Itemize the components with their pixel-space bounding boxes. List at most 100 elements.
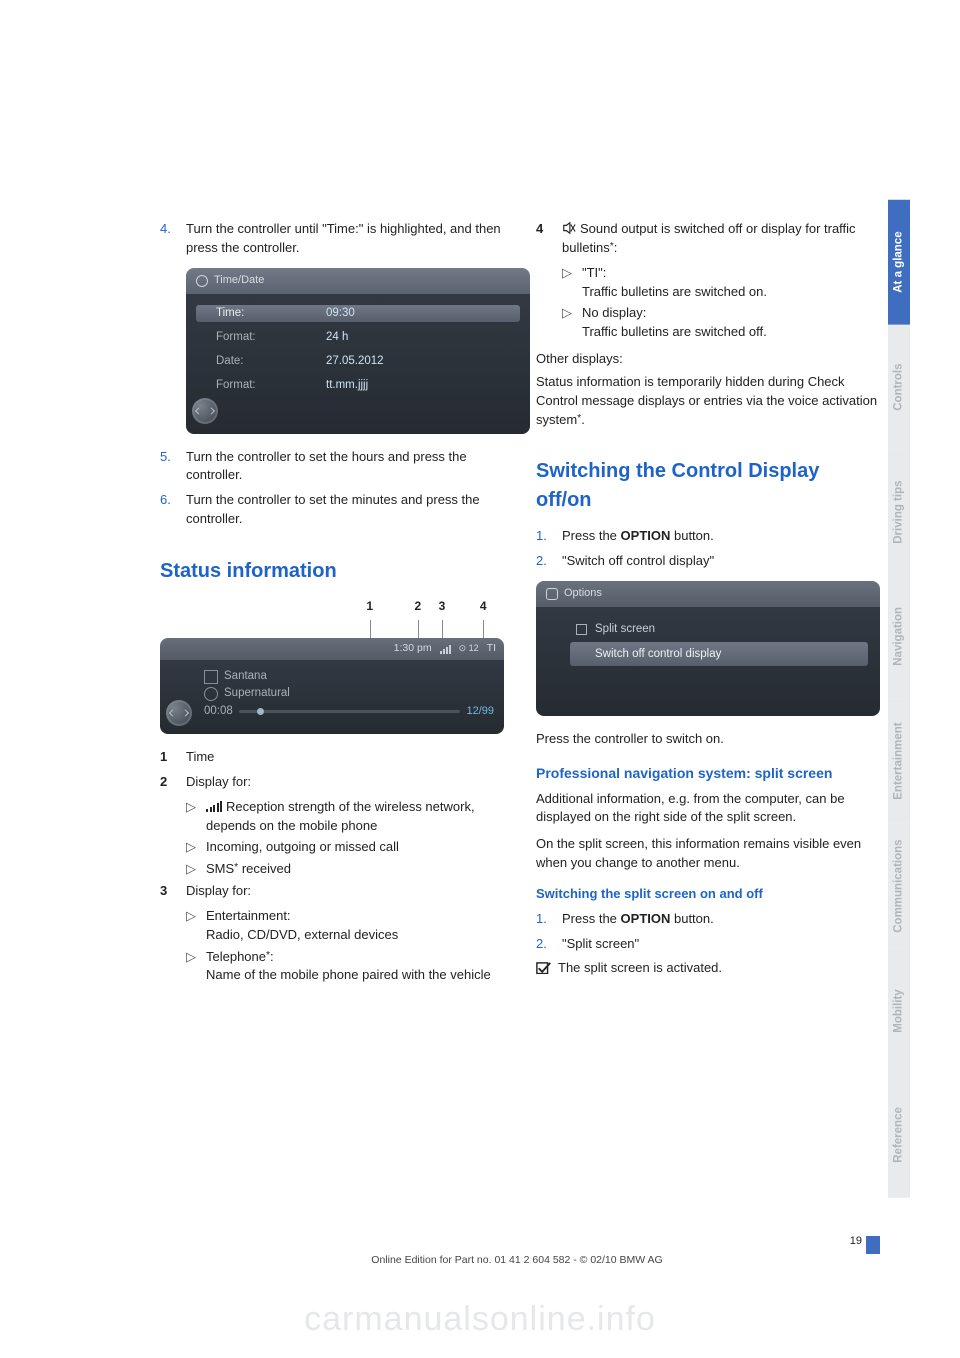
heading-prof-nav-split: Professional navigation system: split sc… <box>536 763 880 783</box>
legend-text: Time <box>186 748 504 767</box>
step-number: 2. <box>536 935 562 954</box>
callout-1: 1 <box>366 598 373 615</box>
track-count: 12/99 <box>466 704 494 720</box>
legend-num: 4 <box>536 220 562 258</box>
signal-bars-icon <box>440 645 451 654</box>
tab-communications[interactable]: Communications <box>888 824 910 949</box>
watermark: carmanualsonline.info <box>0 1295 960 1344</box>
step-number: 5. <box>160 448 186 486</box>
legend-2-sub3: ▷ SMS* received <box>160 860 504 879</box>
triangle-bullet-icon: ▷ <box>562 304 582 342</box>
screenshot-time-date: Time/Date Time:09:30 Format:24 h Date:27… <box>186 268 530 434</box>
content-columns: 4. Turn the controller until "Time:" is … <box>160 220 880 988</box>
step-number: 4. <box>160 220 186 258</box>
status-body: Santana Supernatural 00:08 12/99 <box>160 660 504 734</box>
option-split-screen: Split screen <box>570 617 868 642</box>
controller-knob-icon <box>192 398 218 424</box>
options-titlebar: Options <box>536 581 880 607</box>
track-artist: Santana <box>204 668 494 685</box>
screenshot-options: Options Split screen Switch off control … <box>536 581 880 716</box>
tab-driving-tips[interactable]: Driving tips <box>888 450 910 575</box>
progress-bar <box>239 710 461 713</box>
triangle-bullet-icon: ▷ <box>186 798 206 836</box>
split-step-1: 1. Press the OPTION button. <box>536 910 880 929</box>
press-to-switch-on: Press the controller to switch on. <box>536 730 880 749</box>
artist-icon <box>204 670 218 684</box>
legend-3: 3 Display for: <box>160 882 504 901</box>
tab-entertainment[interactable]: Entertainment <box>888 699 910 824</box>
legend-num: 2 <box>160 773 186 792</box>
step-5: 5. Turn the controller to set the hours … <box>160 448 504 486</box>
status-top-bar: 1:30 pm ⊙ 12 TI <box>160 638 504 660</box>
page-flag <box>866 1236 880 1254</box>
page: 4. Turn the controller until "Time:" is … <box>0 0 960 1358</box>
callout-2: 2 <box>415 598 422 615</box>
track-progress: 00:08 12/99 <box>204 703 494 720</box>
step-6: 6. Turn the controller to set the minute… <box>160 491 504 529</box>
prof-nav-p1: Additional information, e.g. from the co… <box>536 790 880 828</box>
tab-reference[interactable]: Reference <box>888 1073 910 1198</box>
screenshot-titlebar: Time/Date <box>186 268 530 294</box>
step-4: 4. Turn the controller until "Time:" is … <box>160 220 504 258</box>
legend-text: Display for: <box>186 882 504 901</box>
options-body: Split screen Switch off control display <box>536 607 880 716</box>
mute-icon <box>562 221 576 235</box>
track-album: Supernatural <box>204 685 494 702</box>
status-time: 1:30 pm <box>394 641 432 656</box>
legend-2-sub2: ▷ Incoming, outgoing or missed call <box>160 838 504 857</box>
prof-nav-p2: On the split screen, this information re… <box>536 835 880 873</box>
triangle-bullet-icon: ▷ <box>186 860 206 879</box>
heading-switching-split: Switching the split screen on and off <box>536 885 880 904</box>
step-text: Turn the controller to set the minutes a… <box>186 491 504 529</box>
screenshot-status-info: 1 2 3 4 1:30 pm ⊙ 12 TI <box>160 598 504 734</box>
legend-num: 1 <box>160 748 186 767</box>
screenshot-body: Time:09:30 Format:24 h Date:27.05.2012 F… <box>186 294 530 434</box>
legend-3-sub1: ▷ Entertainment: Radio, CD/DVD, external… <box>160 907 504 945</box>
callout-4: 4 <box>480 598 487 615</box>
elapsed-time: 00:08 <box>204 703 233 720</box>
status-shot-frame: 1:30 pm ⊙ 12 TI Santana Supernatural 00:… <box>160 638 504 734</box>
options-title: Options <box>564 586 602 602</box>
step-number: 1. <box>536 527 562 546</box>
right-column: 4 Sound output is switched off or displa… <box>536 220 880 988</box>
page-number: 19 <box>850 1234 862 1250</box>
step-number: 1. <box>536 910 562 929</box>
signal-bars-icon <box>206 801 222 812</box>
option-switch-off: Switch off control display <box>570 642 868 667</box>
legend-2-sub1: ▷ Reception strength of the wireless net… <box>160 798 504 836</box>
legend-text: Display for: <box>186 773 504 792</box>
controller-knob-icon <box>166 700 192 726</box>
step-text: Turn the controller to set the hours and… <box>186 448 504 486</box>
legend-3-sub2: ▷ Telephone*: Name of the mobile phone p… <box>160 948 504 986</box>
options-icon <box>546 588 558 600</box>
step-number: 2. <box>536 552 562 571</box>
triangle-bullet-icon: ▷ <box>186 948 206 986</box>
other-displays-heading: Other displays: <box>536 350 880 369</box>
row-format1: Format:24 h <box>196 326 520 350</box>
row-time: Time:09:30 <box>196 302 520 326</box>
legend-4: 4 Sound output is switched off or displa… <box>536 220 880 258</box>
tab-at-a-glance[interactable]: At a glance <box>888 200 910 325</box>
callout-3: 3 <box>439 598 446 615</box>
callout-row: 1 2 3 4 <box>160 598 504 620</box>
legend-1: 1 Time <box>160 748 504 767</box>
checkbox-icon <box>576 624 587 635</box>
tab-mobility[interactable]: Mobility <box>888 949 910 1074</box>
status-icon2: ⊙ 12 <box>459 642 479 655</box>
legend-num: 3 <box>160 882 186 901</box>
split-activated: The split screen is activated. <box>536 959 880 978</box>
tab-navigation[interactable]: Navigation <box>888 574 910 699</box>
switch-step-1: 1. Press the OPTION button. <box>536 527 880 546</box>
legend-4-sub2: ▷ No display: Traffic bulletins are swit… <box>536 304 880 342</box>
split-step-2: 2. "Split screen" <box>536 935 880 954</box>
footer-line: Online Edition for Part no. 01 41 2 604 … <box>160 1253 874 1268</box>
triangle-bullet-icon: ▷ <box>186 838 206 857</box>
triangle-bullet-icon: ▷ <box>186 907 206 945</box>
screenshot-title: Time/Date <box>214 273 264 289</box>
row-date: Date:27.05.2012 <box>196 350 520 374</box>
step-number: 6. <box>160 491 186 529</box>
tab-controls[interactable]: Controls <box>888 325 910 450</box>
step-text: Turn the controller until "Time:" is hig… <box>186 220 504 258</box>
legend-2: 2 Display for: <box>160 773 504 792</box>
checkbox-checked-icon <box>536 962 552 974</box>
